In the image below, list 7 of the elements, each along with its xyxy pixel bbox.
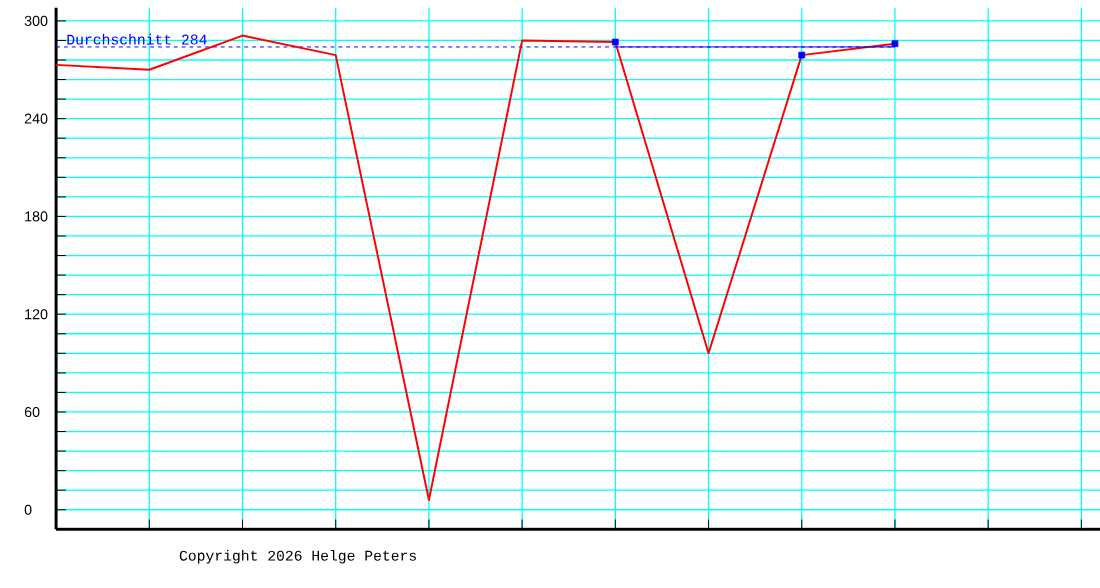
text: Copyright 2026 Helge Peters: [179, 549, 416, 564]
y-tick-label: 300: [24, 15, 48, 26]
y-tick-label: 180: [25, 211, 48, 222]
y-tick-label: 120: [25, 309, 48, 320]
y-tick-label: 60: [24, 406, 40, 417]
y-tick-label: 0: [24, 504, 32, 515]
y-tick-label: 240: [24, 113, 48, 124]
